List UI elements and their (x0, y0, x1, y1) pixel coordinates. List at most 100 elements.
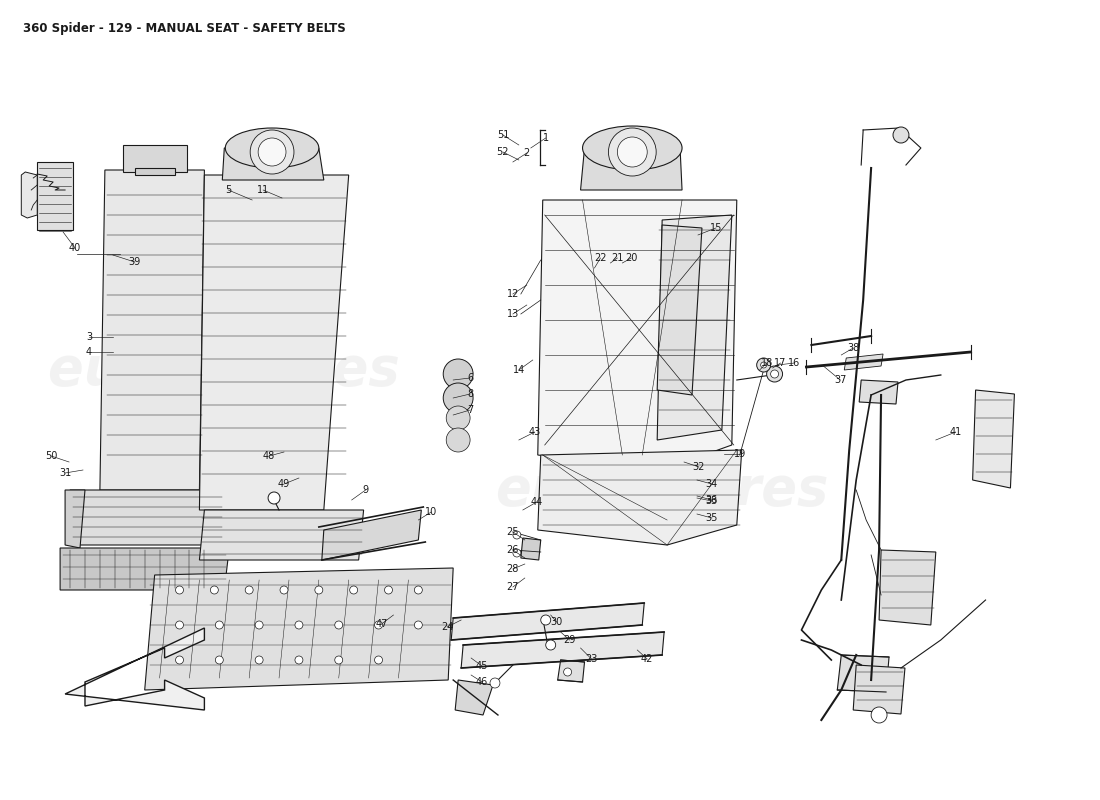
Circle shape (255, 621, 263, 629)
Polygon shape (451, 603, 645, 640)
Text: eurospares: eurospares (495, 464, 828, 516)
Circle shape (415, 586, 422, 594)
Polygon shape (100, 170, 205, 490)
Text: 43: 43 (529, 427, 541, 437)
Circle shape (617, 137, 647, 167)
Circle shape (513, 531, 520, 539)
Polygon shape (455, 680, 493, 715)
Circle shape (757, 358, 771, 372)
Polygon shape (134, 168, 175, 175)
Text: 27: 27 (507, 582, 519, 592)
Polygon shape (520, 538, 541, 560)
Circle shape (216, 621, 223, 629)
Text: 45: 45 (476, 661, 488, 671)
Polygon shape (37, 162, 73, 230)
Polygon shape (65, 490, 85, 548)
Text: 23: 23 (585, 654, 597, 664)
Text: 21: 21 (612, 253, 624, 263)
Circle shape (608, 128, 657, 176)
Circle shape (295, 621, 302, 629)
Polygon shape (657, 215, 732, 440)
Text: 4: 4 (86, 347, 92, 357)
Polygon shape (845, 354, 883, 370)
Circle shape (255, 656, 263, 664)
Circle shape (176, 656, 184, 664)
Text: 29: 29 (563, 635, 575, 645)
Text: 40: 40 (69, 243, 81, 253)
Circle shape (563, 668, 572, 676)
Text: 15: 15 (710, 223, 722, 233)
Text: 3: 3 (86, 332, 92, 342)
Text: 46: 46 (476, 677, 488, 687)
Polygon shape (558, 660, 584, 682)
Text: 44: 44 (530, 497, 543, 507)
Text: 16: 16 (789, 358, 801, 368)
Circle shape (375, 656, 383, 664)
Circle shape (541, 615, 551, 625)
Circle shape (447, 428, 470, 452)
Circle shape (245, 586, 253, 594)
Text: 34: 34 (706, 479, 718, 489)
Circle shape (350, 586, 358, 594)
Text: euro spares: euro spares (48, 344, 400, 396)
Text: 30: 30 (550, 617, 563, 627)
Text: 49: 49 (278, 479, 290, 489)
Text: 52: 52 (497, 147, 509, 157)
Circle shape (513, 549, 520, 557)
Circle shape (385, 586, 393, 594)
Circle shape (375, 621, 383, 629)
Text: 25: 25 (507, 527, 519, 537)
Text: 37: 37 (834, 375, 847, 385)
Circle shape (334, 656, 343, 664)
Text: 12: 12 (507, 289, 519, 299)
Polygon shape (879, 550, 936, 625)
Polygon shape (199, 510, 364, 560)
Circle shape (176, 586, 184, 594)
Text: 19: 19 (734, 449, 746, 459)
Text: 41: 41 (949, 427, 961, 437)
Text: 42: 42 (641, 654, 653, 664)
Text: 32: 32 (693, 462, 705, 472)
Text: 39: 39 (129, 257, 141, 267)
Polygon shape (123, 145, 187, 172)
Polygon shape (859, 380, 898, 404)
Circle shape (415, 621, 422, 629)
Circle shape (443, 359, 473, 389)
Ellipse shape (226, 128, 319, 168)
Text: 33: 33 (706, 496, 718, 506)
Text: 22: 22 (594, 253, 607, 263)
Text: 36: 36 (706, 495, 718, 505)
Polygon shape (854, 665, 905, 714)
Text: 35: 35 (706, 513, 718, 523)
Polygon shape (538, 200, 737, 470)
Circle shape (280, 586, 288, 594)
Circle shape (871, 707, 887, 723)
Text: 50: 50 (45, 451, 57, 461)
Circle shape (546, 640, 556, 650)
Circle shape (295, 656, 302, 664)
Text: 13: 13 (507, 309, 519, 319)
Circle shape (176, 621, 184, 629)
Polygon shape (199, 175, 349, 510)
Text: 28: 28 (507, 564, 519, 574)
Text: 11: 11 (257, 185, 270, 195)
Circle shape (250, 130, 294, 174)
Text: 9: 9 (363, 485, 368, 495)
Polygon shape (972, 390, 1014, 488)
Text: 24: 24 (441, 622, 453, 632)
Text: 1: 1 (542, 133, 549, 143)
Text: 10: 10 (426, 507, 438, 517)
Text: 5: 5 (226, 185, 231, 195)
Text: 51: 51 (497, 130, 509, 140)
Circle shape (447, 406, 470, 430)
Circle shape (771, 370, 779, 378)
Polygon shape (538, 450, 741, 545)
Circle shape (315, 586, 322, 594)
Text: 20: 20 (625, 253, 638, 263)
Circle shape (443, 383, 473, 413)
Circle shape (761, 362, 767, 368)
Circle shape (893, 127, 909, 143)
Circle shape (767, 366, 782, 382)
Text: 8: 8 (468, 389, 473, 399)
Ellipse shape (583, 126, 682, 170)
